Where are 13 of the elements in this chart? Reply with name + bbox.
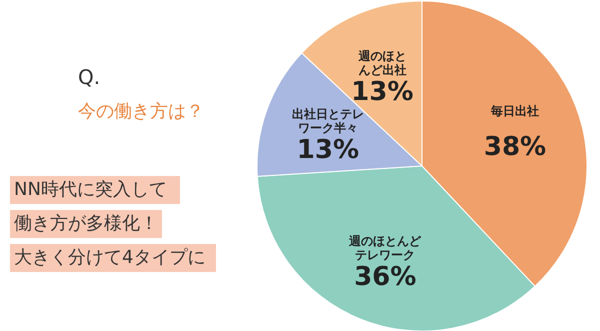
data-label: 13% xyxy=(351,77,414,108)
data-label: 36% xyxy=(354,262,416,292)
text: NN時代に突入して xyxy=(14,179,167,200)
data-label: 38% xyxy=(484,132,546,162)
text: Q. xyxy=(78,65,100,89)
text: 働き方が多様化！ xyxy=(14,213,158,234)
slice-label: 週のほとんど出社 xyxy=(357,49,406,78)
text: 今の働き方は？ xyxy=(78,101,204,122)
data-label: 13% xyxy=(296,135,360,166)
text: 大きく分けて4タイプに xyxy=(14,247,206,268)
slice-label: 出社日とテレワーク半々 xyxy=(292,107,364,136)
slice-label: 週のほとんどテレワーク xyxy=(348,234,422,262)
slice-label: 毎日出社 xyxy=(490,104,539,118)
